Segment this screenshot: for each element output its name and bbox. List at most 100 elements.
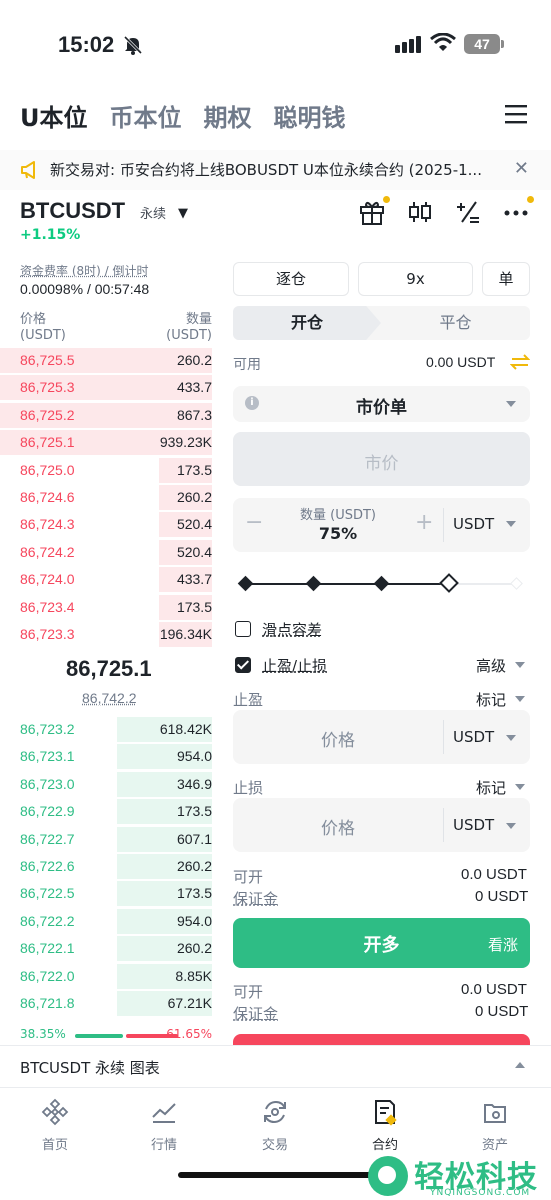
bid-depth-bar xyxy=(117,771,212,797)
close-icon[interactable]: ✕ xyxy=(513,158,529,179)
wifi-icon xyxy=(430,33,456,51)
ask-row[interactable]: 86,723.4 173.5 xyxy=(0,594,212,621)
gift-icon[interactable] xyxy=(358,196,390,226)
ask-row[interactable]: 86,724.0 433.7 xyxy=(0,566,212,593)
ask-depth-bar xyxy=(159,567,212,593)
mark-price[interactable]: 86,742.2 xyxy=(82,690,137,706)
transfer-icon[interactable] xyxy=(510,353,530,371)
menu-icon[interactable] xyxy=(505,104,527,124)
bid-qty: 8.85K xyxy=(175,967,212,984)
candlestick-icon[interactable] xyxy=(406,198,436,226)
tab-open[interactable]: 开仓 xyxy=(233,306,381,340)
ask-row[interactable]: 86,723.3 196.34K xyxy=(0,621,212,648)
quantity-unit[interactable]: USDT xyxy=(453,515,495,533)
advanced-label[interactable]: 高级 xyxy=(476,658,507,675)
tpsl-label[interactable]: 止盈/止损 xyxy=(262,657,328,675)
sl-price-input[interactable]: 价格 USDT xyxy=(233,798,530,852)
chevron-down-icon[interactable] xyxy=(515,696,525,702)
bid-depth-bar xyxy=(117,936,212,962)
slippage-checkbox[interactable] xyxy=(235,621,251,637)
tp-price-unit[interactable]: USDT xyxy=(453,728,495,746)
tab-smart-money[interactable]: 聪明钱 xyxy=(273,104,346,132)
margin-value-short: 0 USDT xyxy=(475,1003,529,1020)
slippage-label[interactable]: 滑点容差 xyxy=(262,621,323,639)
funding-label[interactable]: 资金费率 (8时) / 倒计时 xyxy=(20,264,149,278)
bid-row[interactable]: 86,721.8 67.21K xyxy=(0,990,212,1017)
chevron-up-icon[interactable] xyxy=(515,1062,525,1068)
ask-row[interactable]: 86,725.5 260.2 xyxy=(0,347,212,374)
ask-qty: 520.4 xyxy=(176,516,212,533)
notice-banner[interactable]: 新交易对: 币安合约将上线BOBUSDT U本位永续合约 (2025-1... … xyxy=(0,150,551,190)
bid-price: 86,722.6 xyxy=(20,858,75,874)
nav-futures[interactable]: 合约 xyxy=(345,1098,425,1153)
ask-row[interactable]: 86,724.3 520.4 xyxy=(0,511,212,538)
trade-icon xyxy=(264,1100,286,1124)
ask-depth-bar xyxy=(159,457,212,483)
open-long-button[interactable]: 开多 看涨 xyxy=(233,918,530,968)
slider-mark-100[interactable] xyxy=(510,577,523,590)
bid-row[interactable]: 86,722.5 173.5 xyxy=(0,880,212,907)
bid-row[interactable]: 86,722.2 954.0 xyxy=(0,908,212,935)
chevron-down-icon[interactable] xyxy=(515,784,525,790)
tab-close[interactable]: 平仓 xyxy=(439,313,472,332)
order-type-select[interactable]: i 市价单 xyxy=(233,386,530,422)
margin-label-short[interactable]: 保证金 xyxy=(233,1005,279,1023)
nav-markets[interactable]: 行情 xyxy=(124,1098,204,1153)
bid-row[interactable]: 86,722.1 260.2 xyxy=(0,935,212,962)
margin-mode-button[interactable]: 逐仓 xyxy=(233,262,349,296)
ask-row[interactable]: 86,724.2 520.4 xyxy=(0,539,212,566)
last-price[interactable]: 86,725.1 xyxy=(66,656,152,681)
ask-row[interactable]: 86,725.0 173.5 xyxy=(0,457,212,484)
tp-mark-label[interactable]: 标记 xyxy=(476,692,507,709)
nav-assets[interactable]: 资产 xyxy=(455,1098,535,1153)
bid-depth-bar xyxy=(117,799,212,825)
price-change: +1.15% xyxy=(20,227,81,243)
bid-row[interactable]: 86,723.2 618.42K xyxy=(0,716,212,743)
calculator-icon[interactable] xyxy=(454,198,484,226)
tab-coinm[interactable]: 币本位 xyxy=(109,104,182,132)
ask-depth-bar xyxy=(159,485,212,510)
margin-label[interactable]: 保证金 xyxy=(233,890,279,908)
slider-thumb[interactable] xyxy=(439,573,459,593)
chart-bar[interactable]: BTCUSDT 永续 图表 xyxy=(0,1045,551,1087)
minus-icon[interactable]: − xyxy=(245,510,264,535)
nav-home[interactable]: 首页 xyxy=(15,1098,95,1153)
quantity-slider[interactable] xyxy=(237,573,523,594)
bid-depth-bar xyxy=(117,908,212,934)
position-mode-button[interactable]: 单 xyxy=(482,262,530,296)
chevron-down-icon[interactable] xyxy=(515,662,525,668)
sl-mark-label[interactable]: 标记 xyxy=(476,780,507,797)
nav-trade[interactable]: 交易 xyxy=(235,1098,315,1153)
ask-row[interactable]: 86,725.2 867.3 xyxy=(0,402,212,429)
sl-price-unit[interactable]: USDT xyxy=(453,816,495,834)
bid-depth-bar xyxy=(117,854,212,879)
plus-icon[interactable]: + xyxy=(415,510,434,535)
bid-qty: 260.2 xyxy=(176,858,212,874)
slider-mark-0[interactable] xyxy=(237,575,254,592)
slider-mark-25[interactable] xyxy=(305,575,322,592)
quantity-field[interactable]: − 数量 (USDT) 75% + USDT xyxy=(233,498,530,552)
tp-price-placeholder: 价格 xyxy=(321,731,355,751)
field-divider xyxy=(443,720,444,754)
bid-row[interactable]: 86,722.9 173.5 xyxy=(0,798,212,825)
tp-price-input[interactable]: 价格 USDT xyxy=(233,710,530,764)
tpsl-checkbox[interactable] xyxy=(235,657,251,673)
more-icon[interactable] xyxy=(502,196,534,226)
bid-row[interactable]: 86,723.0 346.9 xyxy=(0,771,212,798)
bid-row[interactable]: 86,723.1 954.0 xyxy=(0,743,212,770)
tab-options[interactable]: 期权 xyxy=(203,104,252,132)
ask-row[interactable]: 86,725.1 939.23K xyxy=(0,429,212,456)
tab-usdm[interactable]: U本位 xyxy=(20,104,88,132)
symbol-name[interactable]: BTCUSDT xyxy=(20,198,126,223)
tp-label: 止盈 xyxy=(233,691,264,709)
caret-down-icon[interactable]: ▼ xyxy=(178,206,188,221)
bid-row[interactable]: 86,722.7 607.1 xyxy=(0,826,212,853)
slider-mark-50[interactable] xyxy=(373,575,390,592)
home-indicator[interactable] xyxy=(178,1172,374,1178)
info-icon[interactable]: i xyxy=(245,396,259,410)
ask-row[interactable]: 86,724.6 260.2 xyxy=(0,484,212,511)
bid-row[interactable]: 86,722.6 260.2 xyxy=(0,853,212,880)
leverage-button[interactable]: 9x xyxy=(358,262,473,296)
bid-row[interactable]: 86,722.0 8.85K xyxy=(0,963,212,990)
ask-row[interactable]: 86,725.3 433.7 xyxy=(0,374,212,401)
